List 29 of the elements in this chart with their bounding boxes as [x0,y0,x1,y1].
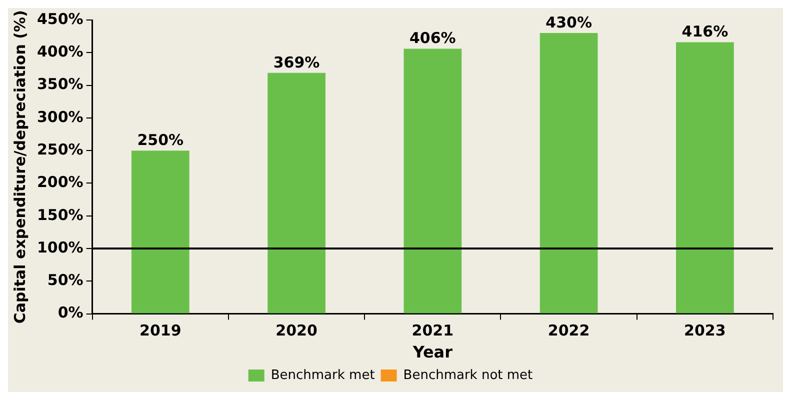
y-tick-label: 100% [36,238,84,256]
legend-label: Benchmark not met [403,368,533,383]
x-tick-label: 2022 [548,322,590,340]
bar [676,42,734,314]
y-axis-title: Capital expenditure/depreciation (%) [10,10,29,324]
bar [404,48,462,314]
bar [268,72,326,314]
x-tick-label: 2019 [140,322,182,340]
y-tick-label: 200% [36,173,84,192]
y-tick-label: 250% [36,140,84,158]
data-label: 430% [546,13,592,32]
data-label: 416% [682,22,728,41]
x-tick-label: 2023 [684,322,726,340]
x-tick-label: 2020 [276,322,318,340]
y-tick-label: 50% [47,271,84,290]
legend-label: Benchmark met [270,368,375,383]
bar [131,150,190,314]
y-tick-label: 150% [36,206,84,224]
y-tick-label: 300% [36,108,84,126]
x-tick-label: 2021 [412,322,454,340]
data-label: 369% [273,53,320,72]
y-tick-label: 400% [36,42,84,61]
data-label: 406% [410,29,456,48]
data-label: 250% [137,130,184,149]
x-axis-title: Year [412,342,453,362]
y-tick-label: 450% [36,10,84,28]
bar [540,33,598,314]
y-tick-label: 0% [58,304,84,322]
y-tick-label: 350% [36,75,84,94]
